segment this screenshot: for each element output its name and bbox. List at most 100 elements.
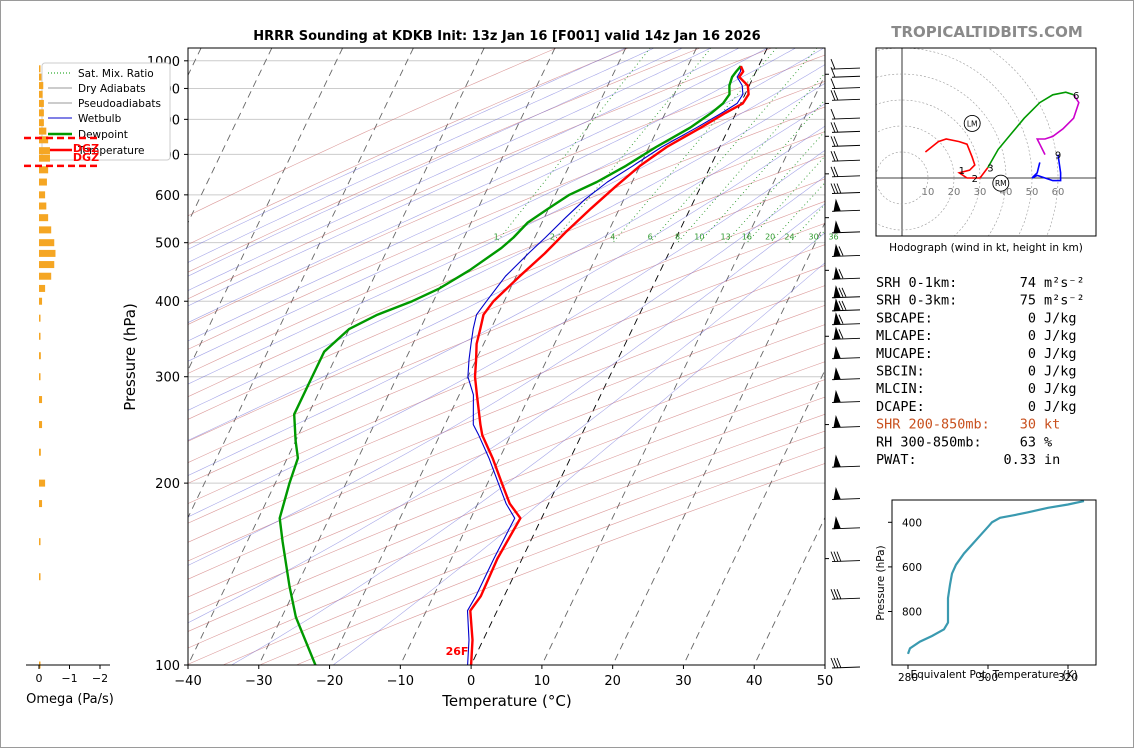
barb-flag xyxy=(833,389,841,404)
theta-e-x-tick-label: 280 xyxy=(898,672,918,684)
hodograph-trace xyxy=(1035,94,1080,155)
omega-bar xyxy=(39,154,50,162)
stat-row: MUCAPE: 0 J/kg xyxy=(876,346,1077,362)
mixing-ratio-label: 24 xyxy=(784,233,794,242)
skewt-background-lines xyxy=(188,48,825,665)
isotherm-20 xyxy=(612,221,825,665)
mixing-ratio-label: 1 xyxy=(494,233,499,242)
mixing-ratio-line xyxy=(677,72,825,243)
barb-line xyxy=(841,287,847,297)
barb-line xyxy=(838,300,844,311)
moist-adiabat xyxy=(188,103,825,441)
dry-adiabat xyxy=(188,201,825,463)
wind-barb xyxy=(830,122,861,133)
barb-line xyxy=(838,287,844,297)
omega-bar xyxy=(39,272,52,280)
barb-staff xyxy=(831,597,861,600)
wind-barb xyxy=(830,78,861,89)
mixing-ratio-label: 20 xyxy=(765,233,775,242)
dry-adiabat xyxy=(188,222,825,484)
dry-adiabat xyxy=(188,265,825,524)
isotherm--60 xyxy=(188,48,344,372)
stat-row: MLCAPE: 0 J/kg xyxy=(876,328,1077,344)
barb-line xyxy=(838,246,844,256)
barb-line xyxy=(830,108,836,120)
dry-adiabat xyxy=(188,81,825,350)
dry-adiabat xyxy=(188,305,825,562)
mixing-ratio-label: 4 xyxy=(610,233,615,242)
wind-barb xyxy=(831,220,861,234)
stat-label: MLCIN: xyxy=(876,381,925,397)
barb-line xyxy=(833,183,839,194)
moist-adiabat xyxy=(188,82,825,411)
stat-value: 0 xyxy=(1028,399,1036,415)
barb-line xyxy=(830,657,836,669)
brand-watermark: TROPICALTIDBITS.COM xyxy=(891,23,1083,41)
omega-bar xyxy=(39,396,43,404)
dry-adiabat xyxy=(188,343,825,598)
omega-bar xyxy=(39,448,41,456)
height-label: 6 xyxy=(1073,91,1079,102)
wind-barb xyxy=(831,486,861,501)
isotherm--50 xyxy=(188,48,414,519)
dry-adiabat xyxy=(188,106,825,374)
barb-line xyxy=(833,166,839,178)
barb-line xyxy=(830,67,836,78)
wind-barb xyxy=(830,551,861,563)
mixing-ratio-line xyxy=(789,203,825,243)
stat-label: SBCAPE: xyxy=(876,310,933,326)
barb-line xyxy=(836,657,842,669)
moist-adiabat xyxy=(188,48,626,250)
barb-line xyxy=(836,588,842,600)
stat-value: 30 xyxy=(1020,417,1036,433)
omega-bar xyxy=(39,261,55,269)
isotherm--40 xyxy=(188,48,485,665)
stat-value: 74 xyxy=(1020,275,1036,291)
omega-bar xyxy=(39,109,44,117)
stat-row: PWAT: 0.33 in xyxy=(876,452,1060,468)
isotherm-0 xyxy=(470,48,768,665)
wind-barb xyxy=(831,266,861,280)
barb-staff xyxy=(831,560,861,563)
hodograph-ring xyxy=(876,151,929,205)
legend-dry-adiabats: Dry Adiabats xyxy=(78,83,146,95)
barb-flag xyxy=(833,220,841,234)
series-temperature xyxy=(469,65,750,665)
barb-flag xyxy=(833,516,841,530)
dry-adiabat xyxy=(188,178,825,442)
hodograph-caption: Hodograph (wind in kt, height in km) xyxy=(889,242,1083,254)
wind-barb xyxy=(830,108,861,120)
barb-flag xyxy=(833,454,841,468)
barb-line xyxy=(830,551,836,562)
wind-barb xyxy=(831,389,861,404)
y-tick-label: 100 xyxy=(155,659,180,674)
y-tick-label: 500 xyxy=(155,237,180,252)
barb-line xyxy=(833,151,839,162)
stat-label: MUCAPE: xyxy=(876,346,933,362)
wind-barb xyxy=(830,67,861,78)
barb-staff xyxy=(831,75,861,78)
theta-e-x-tick-label: 300 xyxy=(978,672,998,684)
stat-unit: m²s⁻² xyxy=(1044,293,1085,309)
stat-value: 75 xyxy=(1020,293,1036,309)
dry-adiabat xyxy=(259,447,825,665)
dgz-label: DGZ xyxy=(73,142,99,155)
barb-staff xyxy=(831,130,861,133)
legend-wetbulb: Wetbulb xyxy=(78,113,122,125)
stat-label: MLCAPE: xyxy=(876,328,933,344)
hodograph-labels: 10 20 30 40 50 60 123 6 9 LM RM xyxy=(922,91,1080,198)
omega-bar xyxy=(39,373,41,381)
omega-x-axis-label: Omega (Pa/s) xyxy=(26,692,114,707)
mixing-ratio-line xyxy=(699,99,825,243)
omega-ticks: 0 −1 −2 xyxy=(36,665,108,685)
mixing-ratio-label: 30 xyxy=(808,233,818,242)
dry-adiabat xyxy=(188,285,825,543)
storm-motion-marker xyxy=(963,114,981,132)
barb-line xyxy=(833,122,839,133)
wind-barb xyxy=(831,285,861,299)
omega-bar xyxy=(39,421,43,429)
omega-bar xyxy=(39,147,50,155)
mixing-ratio-label: 8 xyxy=(675,233,680,242)
wind-barb xyxy=(831,454,861,468)
